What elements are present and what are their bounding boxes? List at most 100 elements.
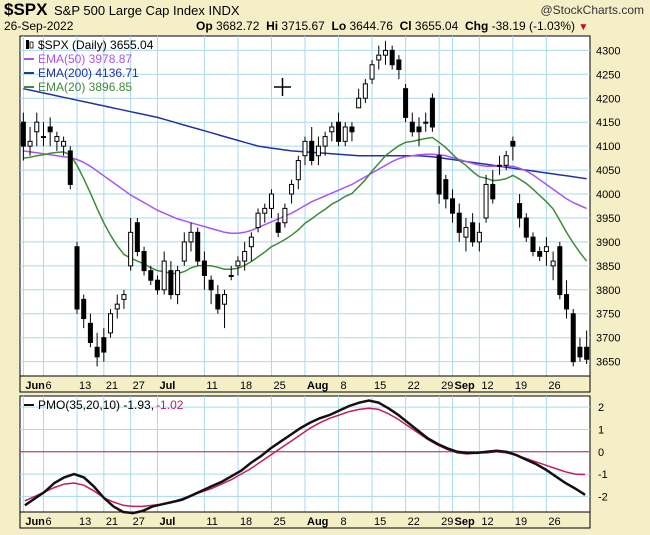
- candle: [490, 170, 496, 204]
- pmo-legend-label: PMO(35,20,10) -1.93,: [38, 398, 154, 412]
- price-y-tick-label: 4050: [596, 165, 620, 177]
- close-value: 3655.04: [414, 19, 459, 33]
- candle-up: [382, 49, 388, 56]
- x-tick-label: Jun: [25, 516, 45, 528]
- x-tick-label: 29: [441, 516, 453, 528]
- exchange: INDX: [208, 3, 240, 18]
- candle-down: [523, 217, 529, 238]
- candle: [208, 275, 214, 305]
- x-tick-label: 13: [79, 380, 91, 392]
- candle-down: [141, 250, 147, 272]
- high-label: Hi: [266, 19, 279, 33]
- candle-down: [309, 140, 315, 162]
- candle-up: [376, 54, 382, 61]
- candle-down: [577, 346, 583, 358]
- candle: [429, 93, 435, 132]
- pmo-y-tick-label: -2: [598, 491, 608, 503]
- x-tick-label: 15: [374, 516, 386, 528]
- candle: [336, 112, 342, 147]
- candle-down: [134, 222, 140, 252]
- candle-down: [537, 250, 543, 257]
- candle-up: [302, 140, 308, 157]
- candle-up: [228, 274, 234, 277]
- candle-down: [530, 236, 536, 252]
- candle-up: [463, 227, 469, 238]
- candle-down: [215, 294, 221, 310]
- candle-down: [396, 59, 402, 71]
- x-tick-label: Jul: [159, 516, 175, 528]
- price-y-tick-label: 4100: [596, 141, 620, 153]
- candle: [523, 213, 529, 242]
- candle: [570, 308, 576, 367]
- candle-down: [208, 279, 214, 291]
- candle: [134, 217, 140, 257]
- candle: [168, 261, 174, 300]
- candle: [376, 45, 382, 70]
- candle-down: [570, 313, 576, 363]
- x-tick-label: Sep: [455, 380, 475, 392]
- candle-up: [342, 126, 348, 142]
- candle-down: [517, 203, 523, 219]
- candle: [409, 112, 415, 137]
- candle: [128, 217, 134, 271]
- candle-down: [154, 279, 160, 291]
- candle: [87, 313, 93, 348]
- open-value: 3682.72: [216, 19, 260, 33]
- candle-down: [47, 126, 53, 133]
- candle: [463, 217, 469, 252]
- price-y-tick-label: 4300: [596, 45, 620, 57]
- candle: [543, 237, 549, 266]
- candle: [389, 45, 395, 70]
- x-tick-label: Aug: [307, 516, 328, 528]
- crosshair-icon: [274, 78, 291, 96]
- candle-up: [315, 145, 321, 157]
- x-tick-label: 26: [548, 380, 560, 392]
- candle: [101, 328, 107, 362]
- candle: [141, 246, 147, 276]
- candle-up: [61, 140, 67, 147]
- x-tick-label: 11: [206, 516, 217, 528]
- candle: [450, 189, 456, 223]
- candle-down: [94, 346, 100, 358]
- high-value: 3715.67: [281, 19, 325, 33]
- candle: [584, 330, 590, 365]
- candle-down: [450, 198, 456, 214]
- candle-down: [510, 140, 516, 147]
- candle: [436, 146, 442, 204]
- candle: [403, 83, 409, 123]
- x-tick-label: Jul: [159, 380, 175, 392]
- price-y-tick-label: 3650: [596, 357, 620, 369]
- candle-up: [175, 270, 181, 296]
- candle-up: [188, 231, 194, 243]
- x-tick-label: Jun: [25, 380, 45, 392]
- pmo-legend: PMO(35,20,10) -1.93, -1.02: [24, 398, 184, 412]
- candle: [362, 79, 368, 104]
- x-tick-label: 6: [45, 516, 51, 528]
- legend-entry: $SPX (Daily) 3655.04: [38, 38, 154, 52]
- candle: [108, 308, 114, 338]
- x-tick-label: 26: [548, 516, 560, 528]
- candle: [349, 122, 355, 142]
- price-y-tick-label: 3900: [596, 237, 620, 249]
- watermark: @StockCharts.com: [540, 3, 644, 17]
- candle: [242, 241, 248, 271]
- pmo-x-axis: [19, 511, 591, 529]
- x-tick-label: 21: [106, 380, 118, 392]
- ema50-line: [23, 150, 587, 235]
- pmo-line: [24, 399, 586, 515]
- x-tick-label: 11: [206, 380, 217, 392]
- candle-down: [456, 212, 462, 233]
- candle: [81, 294, 87, 329]
- candle: [201, 251, 207, 290]
- candle-down: [490, 183, 496, 200]
- candle: [34, 112, 40, 147]
- x-tick-label: 25: [273, 516, 285, 528]
- x-tick-label: 27: [133, 516, 145, 528]
- candle-down: [416, 126, 422, 133]
- legend-swatch: [29, 41, 34, 49]
- candle-up: [496, 164, 502, 167]
- x-tick-label: 15: [374, 380, 386, 392]
- candle-up: [235, 260, 241, 267]
- candle: [443, 174, 449, 209]
